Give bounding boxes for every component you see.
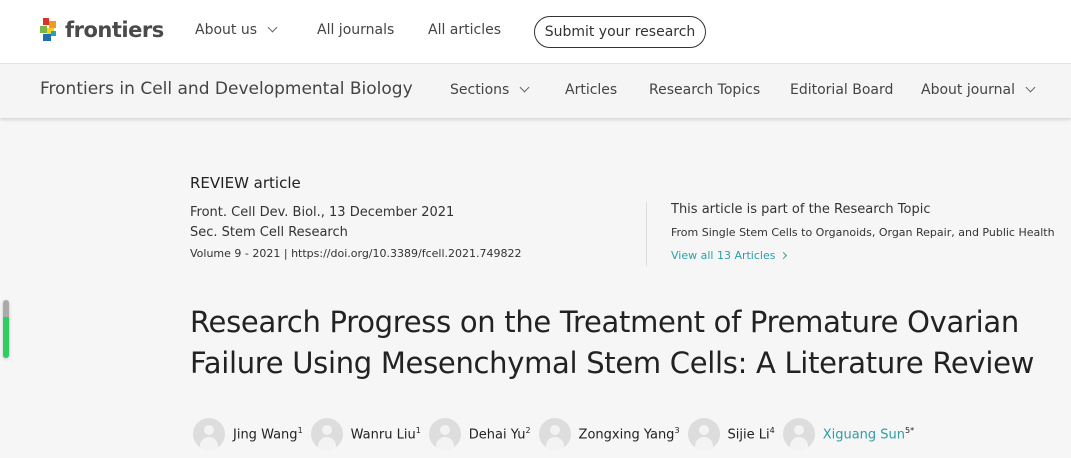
author-avatar[interactable] (193, 418, 225, 450)
author-name[interactable]: Xiguang Sun5* (822, 425, 915, 443)
author-name[interactable]: Sijie Li4 (727, 425, 775, 443)
nav-research-topics[interactable]: Research Topics (649, 82, 761, 98)
chevron-down-icon (267, 22, 278, 33)
view-all-articles-link[interactable]: View all 13 Articles (671, 249, 788, 262)
author-avatar[interactable] (428, 418, 461, 450)
nav-about-journal[interactable]: About journal (921, 82, 1036, 98)
divider (646, 202, 647, 266)
brand-name: frontiers (65, 18, 164, 42)
author-name[interactable]: Zongxing Yang3 (578, 425, 680, 443)
journal-title[interactable]: Frontiers in Cell and Developmental Biol… (40, 79, 413, 99)
chevron-right-icon (780, 251, 788, 260)
submit-research-button[interactable]: Submit your research (534, 16, 706, 48)
research-topic-label: This article is part of the Research Top… (671, 202, 931, 217)
chevron-down-icon (1025, 82, 1036, 93)
nav-about-us[interactable]: About us (195, 22, 278, 38)
reading-progress-fill (3, 317, 9, 358)
nav-all-journals[interactable]: All journals (317, 22, 395, 38)
article-type: REVIEW article (190, 174, 301, 192)
volume-doi[interactable]: Volume 9 - 2021 | https://doi.org/10.338… (190, 247, 522, 260)
author-name[interactable]: Dehai Yu2 (468, 425, 531, 443)
section[interactable]: Sec. Stem Cell Research (190, 225, 348, 240)
author-avatar[interactable] (310, 418, 343, 450)
author-name[interactable]: Jing Wang1 (233, 425, 303, 443)
author-avatar[interactable] (782, 418, 815, 450)
nav-articles[interactable]: Articles (565, 82, 618, 98)
author-avatar[interactable] (687, 418, 720, 450)
author-avatar[interactable] (538, 418, 571, 450)
citation: Front. Cell Dev. Biol., 13 December 2021 (190, 205, 455, 220)
top-header: frontiers About us All journals All arti… (0, 0, 1071, 64)
nav-editorial-board[interactable]: Editorial Board (790, 82, 894, 98)
nav-all-articles[interactable]: All articles (428, 22, 502, 38)
chevron-down-icon (519, 82, 530, 93)
reading-progress-bar (3, 300, 9, 358)
frontiers-logo[interactable]: frontiers (40, 18, 164, 42)
research-topic-link[interactable]: From Single Stem Cells to Organoids, Org… (671, 226, 1055, 239)
nav-sections[interactable]: Sections (450, 82, 530, 98)
frontiers-logo-icon (40, 18, 56, 41)
author-name[interactable]: Wanru Liu1 (350, 425, 421, 443)
author-list: Jing Wang1 Wanru Liu1 Dehai Yu2 Zongxing Ya… (193, 418, 922, 450)
journal-header: Frontiers in Cell and Developmental Biol… (0, 64, 1071, 118)
article-title: Research Progress on the Treatment of Pr… (190, 305, 1035, 380)
